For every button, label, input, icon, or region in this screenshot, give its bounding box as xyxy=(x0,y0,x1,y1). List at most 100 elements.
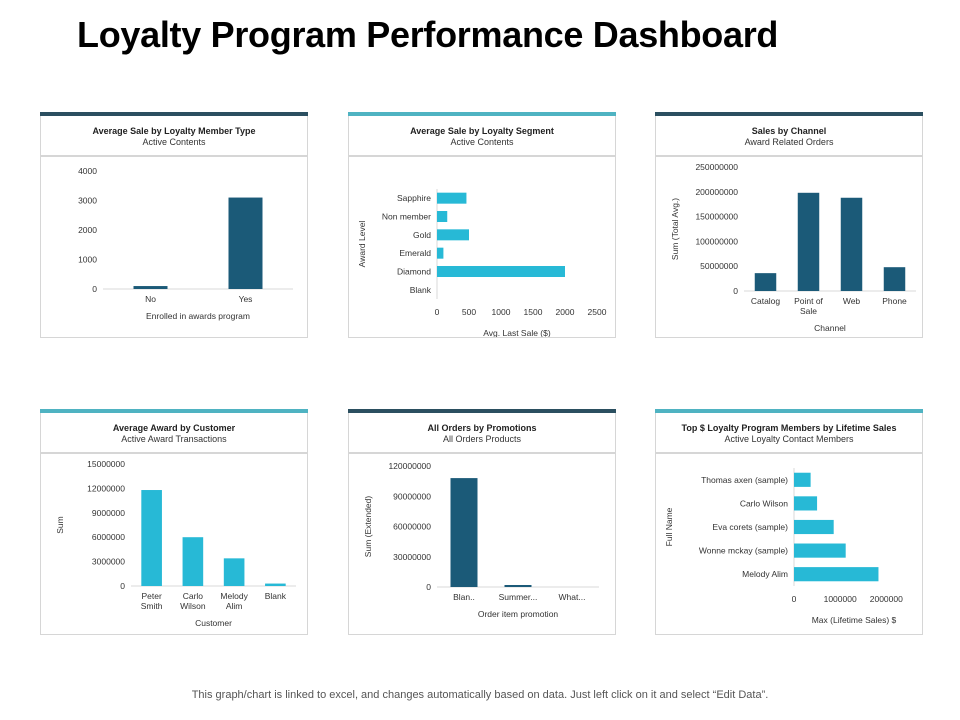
y-tick-label: 60000000 xyxy=(393,522,431,532)
x-axis-title: Avg. Last Sale ($) xyxy=(483,328,551,337)
panel-header: Sales by Channel Award Related Orders xyxy=(655,116,923,156)
y-tick-label: 9000000 xyxy=(92,508,125,518)
x-tick-label: 2000 xyxy=(556,307,575,317)
chart-title: Sales by Channel xyxy=(751,126,827,136)
bar-thomas-axen-sample- xyxy=(794,472,811,487)
x-tick-label: 0 xyxy=(435,307,440,317)
chart-panel-sales-channel[interactable]: Sales by Channel Award Related Orders 0 500… xyxy=(655,112,923,338)
chart-panel-orders-promotions[interactable]: All Orders by Promotions All Orders Produ… xyxy=(348,409,616,635)
bar-non-member xyxy=(437,211,448,222)
chart-subtitle: Active Contents xyxy=(142,137,206,147)
page-title: Loyalty Program Performance Dashboard xyxy=(77,14,779,55)
panel-header: Average Sale by Loyalty Segment Active Co… xyxy=(348,116,616,156)
chart-svg-top-members[interactable]: Thomas axen (sample) Carlo Wilson Eva core… xyxy=(656,454,922,634)
chart-subtitle: Active Loyalty Contact Members xyxy=(724,434,854,444)
chart-svg-award-customer[interactable]: 0 3000000 6000000 9000000 12000000 15000000 Pe… xyxy=(41,454,307,634)
x-axis-title: Channel xyxy=(814,323,846,333)
chart-title: Average Award by Customer xyxy=(112,423,236,433)
chart-panel-member-type[interactable]: Average Sale by Loyalty Member Type Activ… xyxy=(40,112,308,338)
footer-note: This graph/chart is linked to excel, and… xyxy=(191,689,769,701)
y-tick-label: Blank xyxy=(410,285,432,295)
chart-svg-loyalty-segment[interactable]: Sapphire Non member Gold Emerald Diamond Blan… xyxy=(349,157,615,337)
panel-accent-bar xyxy=(655,112,923,116)
x-tick-label: Point of xyxy=(794,296,823,306)
bar-no xyxy=(133,286,168,289)
x-tick-label: Blank xyxy=(265,591,287,601)
panel-header: Average Sale by Loyalty Member Type Activ… xyxy=(40,116,308,156)
y-tick-label: Melody Alim xyxy=(742,569,788,579)
chart-subtitle: Active Contents xyxy=(450,137,514,147)
chart-panel-loyalty-segment[interactable]: Average Sale by Loyalty Segment Active Co… xyxy=(348,112,616,338)
y-tick-label: 250000000 xyxy=(695,162,738,172)
x-tick-label: Yes xyxy=(239,294,253,304)
x-tick-label: Phone xyxy=(882,296,907,306)
y-tick-label: Gold xyxy=(413,230,431,240)
y-axis-title: Full Name xyxy=(664,507,674,546)
x-axis-title: Max (Lifetime Sales) $ xyxy=(812,615,897,625)
y-axis-title: Award Level xyxy=(357,221,367,268)
bar-phone xyxy=(883,267,906,291)
chart-title: Top $ Loyalty Program Members by Lifetim… xyxy=(681,423,897,433)
panel-header: All Orders by Promotions All Orders Produ… xyxy=(348,413,616,453)
y-tick-label: 2000 xyxy=(78,225,97,235)
chart-body: Thomas axen (sample) Carlo Wilson Eva core… xyxy=(655,453,923,635)
bar-gold xyxy=(437,229,469,241)
chart-svg-orders-promotions[interactable]: 0 30000000 60000000 90000000 120000000 Blan..… xyxy=(349,454,615,634)
bar-blan- xyxy=(450,478,478,587)
chart-subtitle: Award Related Orders xyxy=(744,137,834,147)
x-tick-label: Melody xyxy=(220,591,248,601)
x-tick-label: Blan.. xyxy=(453,592,475,602)
y-tick-label: 90000000 xyxy=(393,491,431,501)
bar-catalog xyxy=(754,273,777,291)
y-tick-label: Emerald xyxy=(399,248,431,258)
bar-web xyxy=(840,197,863,291)
chart-panel-award-customer[interactable]: Average Award by Customer Active Award Tr… xyxy=(40,409,308,635)
y-tick-label: 30000000 xyxy=(393,552,431,562)
bar-summer- xyxy=(504,585,532,587)
y-axis-title: Sum (Total Avg.) xyxy=(670,198,680,260)
bar-sapphire xyxy=(437,192,467,204)
x-tick-label: No xyxy=(145,294,156,304)
y-tick-label: Sapphire xyxy=(397,193,431,203)
x-tick-label: 1000 xyxy=(492,307,511,317)
y-tick-label: Eva corets (sample) xyxy=(712,522,788,532)
chart-body: Sapphire Non member Gold Emerald Diamond Blan… xyxy=(348,156,616,338)
bar-melody-alim xyxy=(794,567,879,582)
chart-title: Average Sale by Loyalty Member Type xyxy=(92,126,256,136)
bar-carlo-wilson xyxy=(182,537,204,586)
y-axis-title: Sum (Extended) xyxy=(363,496,373,558)
x-tick-label: Summer... xyxy=(499,592,538,602)
chart-panel-top-members[interactable]: Top $ Loyalty Program Members by Lifetim… xyxy=(655,409,923,635)
y-tick-label: Wonne mckay (sample) xyxy=(699,546,788,556)
bar-wonne-mckay-sample- xyxy=(794,543,846,558)
x-tick-label: 1000000 xyxy=(824,594,857,604)
x-axis-title: Order item promotion xyxy=(478,609,559,619)
bar-emerald xyxy=(437,247,444,259)
y-tick-label: Carlo Wilson xyxy=(740,498,788,508)
x-tick-label: 500 xyxy=(462,307,476,317)
x-tick-label: 0 xyxy=(792,594,797,604)
bar-blank xyxy=(265,583,286,586)
panel-accent-bar xyxy=(655,409,923,413)
y-tick-label: 12000000 xyxy=(87,483,125,493)
y-tick-label: 4000 xyxy=(78,166,97,176)
y-tick-label: 0 xyxy=(733,286,738,296)
x-axis-title: Enrolled in awards program xyxy=(146,311,250,321)
chart-svg-sales-channel[interactable]: 0 50000000 100000000 150000000 200000000 2500… xyxy=(656,157,922,337)
x-tick-label: Wilson xyxy=(180,601,206,611)
bar-eva-corets-sample- xyxy=(794,519,834,535)
chart-svg-member-type[interactable]: 0 1000 2000 3000 4000 No Yes Enrolled in awards… xyxy=(41,157,307,337)
y-tick-label: 200000000 xyxy=(695,187,738,197)
y-tick-label: 50000000 xyxy=(700,261,738,271)
y-tick-label: 120000000 xyxy=(388,461,431,471)
chart-subtitle: Active Award Transactions xyxy=(121,434,227,444)
y-tick-label: Diamond xyxy=(397,267,431,277)
x-tick-label: Peter xyxy=(141,591,161,601)
panel-accent-bar xyxy=(348,112,616,116)
x-tick-label: 2000000 xyxy=(870,594,903,604)
chart-body: 0 30000000 60000000 90000000 120000000 Blan..… xyxy=(348,453,616,635)
y-tick-label: 15000000 xyxy=(87,459,125,469)
panel-accent-bar xyxy=(40,112,308,116)
y-tick-label: Non member xyxy=(382,212,431,222)
x-tick-label: What... xyxy=(559,592,586,602)
